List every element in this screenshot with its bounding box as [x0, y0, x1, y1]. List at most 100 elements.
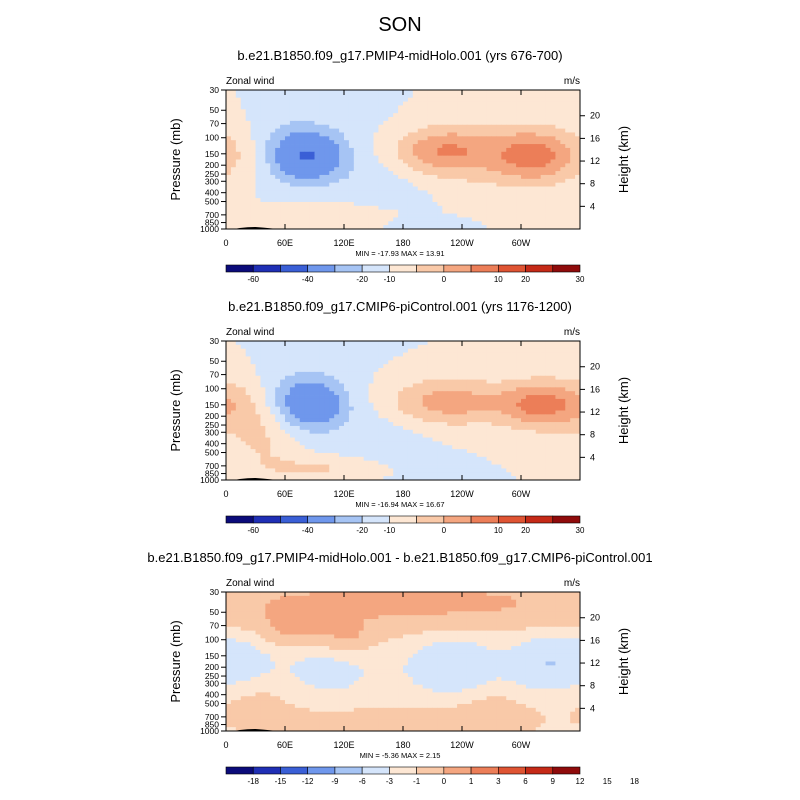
contour-cell — [457, 90, 463, 95]
contour-cell — [250, 344, 256, 350]
contour-cell — [575, 140, 581, 145]
contour-cell — [240, 209, 247, 214]
contour-cell — [403, 117, 409, 122]
contour-cell — [344, 120, 350, 126]
contour-cell — [466, 167, 473, 172]
contour-cell — [240, 174, 247, 180]
contour-cell — [319, 398, 325, 404]
contour-cell — [501, 109, 507, 114]
contour-cell — [270, 90, 276, 95]
contour-cell — [545, 190, 551, 195]
contour-cell — [265, 120, 271, 126]
contour-cell — [230, 464, 237, 469]
contour-cell — [339, 437, 345, 442]
contour-cell — [501, 391, 507, 396]
contour-cell — [476, 201, 483, 207]
contour-cell — [339, 205, 345, 211]
contour-cell — [540, 395, 546, 400]
contour-cell — [525, 101, 532, 106]
contour-cell — [471, 136, 478, 141]
contour-cell — [285, 437, 291, 442]
contour-cell — [501, 425, 507, 431]
contour-cell — [294, 97, 301, 102]
contour-cell — [555, 140, 561, 145]
contour-cell — [304, 140, 310, 145]
contour-cell — [550, 132, 556, 137]
contour-cell — [511, 163, 517, 168]
contour-cell — [452, 124, 458, 130]
contour-cell — [442, 128, 448, 133]
contour-cell — [496, 97, 502, 102]
contour-cell — [437, 449, 443, 454]
contour-cell — [230, 460, 237, 465]
contour-cell — [289, 182, 296, 187]
contour-cell — [486, 136, 492, 141]
contour-cell — [417, 387, 424, 392]
contour-cell — [530, 120, 537, 126]
contour-cell — [358, 117, 365, 122]
contour-cell — [535, 360, 542, 365]
contour-cell — [452, 348, 458, 353]
contour-cell — [471, 406, 478, 411]
contour-cell — [373, 391, 379, 396]
contour-cell — [516, 422, 522, 427]
contour-cell — [353, 460, 360, 465]
contour-cell — [447, 90, 453, 95]
contour-cell — [289, 186, 296, 191]
contour-cell — [280, 113, 286, 118]
contour-cell — [437, 341, 443, 346]
contour-cell — [368, 364, 374, 369]
contour-cell — [280, 124, 286, 130]
contour-cell — [250, 387, 256, 392]
contour-cell — [417, 433, 424, 438]
contour-cell — [511, 402, 517, 408]
contour-cell — [353, 171, 360, 176]
contour-cell — [314, 190, 320, 195]
contour-cell — [422, 225, 428, 230]
contour-cell — [403, 213, 409, 218]
contour-cell — [358, 414, 365, 419]
contour-cell — [462, 402, 468, 408]
contour-cell — [329, 352, 335, 357]
contour-cell — [304, 456, 310, 462]
contour-cell — [403, 460, 409, 465]
contour-cell — [250, 120, 256, 126]
contour-cell — [501, 375, 507, 381]
contour-cell — [230, 144, 237, 149]
contour-cell — [255, 391, 261, 396]
contour-cell — [393, 163, 399, 168]
contour-cell — [344, 97, 350, 102]
contour-cell — [393, 452, 399, 458]
contour-cell — [407, 174, 414, 180]
contour-cell — [285, 387, 291, 392]
contour-cell — [466, 147, 473, 153]
contour-cell — [255, 124, 261, 130]
contour-cell — [348, 117, 355, 122]
contour-cell — [476, 186, 483, 191]
contour-cell — [525, 105, 532, 110]
contour-cell — [348, 368, 355, 373]
contour-cell — [280, 364, 286, 369]
contour-cell — [427, 418, 433, 423]
contour-cell — [476, 136, 483, 141]
contour-cell — [344, 109, 350, 114]
contour-cell — [501, 441, 507, 446]
contour-cell — [462, 144, 468, 149]
contour-cell — [344, 217, 350, 222]
contour-cell — [412, 155, 419, 160]
contour-cell — [570, 225, 576, 230]
contour-cell — [570, 356, 576, 361]
contour-cell — [501, 383, 507, 388]
contour-cell — [560, 190, 566, 195]
contour-cell — [368, 194, 374, 199]
contour-cell — [388, 429, 394, 435]
contour-cell — [280, 387, 286, 392]
contour-cell — [407, 209, 414, 214]
contour-cell — [230, 387, 237, 392]
contour-cell — [486, 387, 492, 392]
contour-cell — [270, 344, 276, 350]
contour-cell — [226, 391, 232, 396]
contour-cell — [398, 144, 404, 149]
contour-cell — [432, 422, 438, 427]
contour-cell — [471, 201, 478, 207]
